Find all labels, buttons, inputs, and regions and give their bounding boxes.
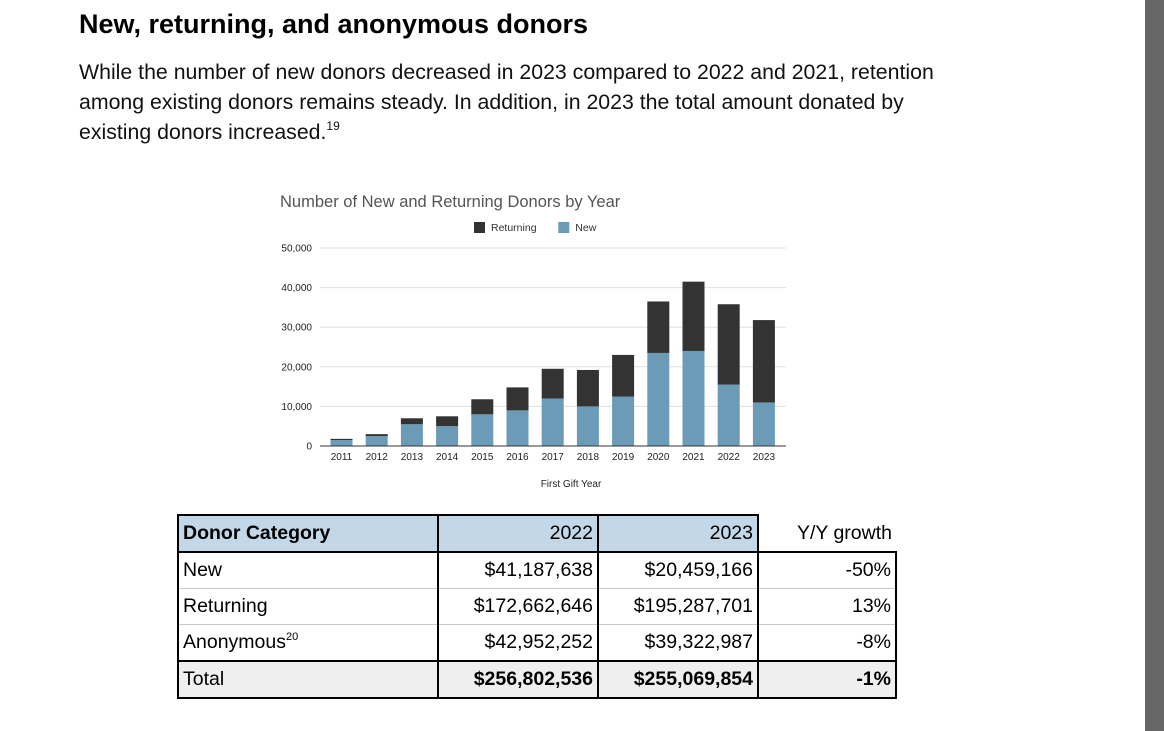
legend-swatch-1: [558, 222, 570, 233]
footnote-marker[interactable]: 20: [285, 631, 299, 643]
bar-new-2018: [576, 406, 599, 446]
bar-returning-2014: [436, 416, 459, 427]
x-tick-label: 2020: [647, 452, 670, 463]
bar-returning-2022: [717, 304, 740, 385]
bar-new-2017: [541, 398, 564, 446]
legend-swatch-0: [474, 222, 485, 233]
total-label: Total: [177, 660, 439, 699]
x-tick-label: 2013: [401, 452, 424, 463]
x-tick-label: 2023: [753, 452, 776, 463]
header-2022: 2022: [437, 514, 599, 553]
x-axis-title: First Gift Year: [541, 479, 602, 490]
row-growth: 13%: [758, 588, 897, 625]
legend-label-1: New: [575, 222, 596, 234]
row-category: Anonymous: [183, 631, 286, 653]
y-tick-label: 30,000: [281, 323, 312, 334]
table-header-row: Donor Category 2022 2023 Y/Y growth: [177, 514, 896, 553]
footnote-marker[interactable]: 19: [326, 119, 340, 133]
bar-new-2011: [330, 440, 353, 446]
total-growth: -1%: [758, 660, 897, 699]
row-growth: -8%: [758, 624, 897, 662]
x-tick-label: 2017: [542, 452, 565, 463]
chart-title: Number of New and Returning Donors by Ye…: [280, 193, 621, 211]
table-total-row: Total $256,802,536 $255,069,854 -1%: [177, 660, 897, 699]
header-2023: 2023: [597, 514, 759, 553]
bar-new-2016: [506, 410, 529, 446]
donor-amounts-table: Donor Category 2022 2023 Y/Y growth New …: [177, 514, 897, 699]
row-2022-amount: $42,952,252: [437, 624, 599, 662]
header-donor-category: Donor Category: [177, 514, 439, 553]
bar-returning-2013: [400, 418, 423, 425]
row-2023-amount: $39,322,987: [597, 624, 759, 662]
header-yy-growth: Y/Y growth: [758, 515, 896, 553]
row-2023-amount: $195,287,701: [597, 588, 759, 625]
x-tick-label: 2021: [682, 452, 705, 463]
bar-new-2014: [436, 426, 459, 446]
table-row: Anonymous20 $42,952,252 $39,322,987 -8%: [177, 624, 897, 662]
x-tick-label: 2016: [506, 452, 529, 463]
donors-by-year-chart: Number of New and Returning Donors by Ye…: [280, 193, 786, 490]
total-2022-amount: $256,802,536: [437, 660, 599, 699]
row-category: New: [177, 551, 439, 589]
row-2022-amount: $172,662,646: [437, 588, 599, 625]
bar-new-2015: [471, 414, 494, 446]
bar-returning-2018: [576, 369, 599, 407]
bar-returning-2019: [612, 354, 635, 397]
y-tick-label: 10,000: [281, 402, 312, 413]
bar-returning-2012: [365, 434, 388, 437]
row-2023-amount: $20,459,166: [597, 551, 759, 589]
x-tick-label: 2014: [436, 452, 459, 463]
bar-returning-2016: [506, 387, 529, 411]
bar-new-2012: [365, 436, 388, 446]
bar-new-2021: [682, 350, 705, 446]
legend-label-0: Returning: [491, 222, 537, 234]
bar-returning-2020: [647, 301, 670, 353]
row-growth: -50%: [758, 551, 897, 589]
table-row: New $41,187,638 $20,459,166 -50%: [177, 551, 897, 589]
x-tick-label: 2015: [471, 452, 494, 463]
bar-returning-2023: [752, 320, 775, 403]
intro-text: While the number of new donors decreased…: [79, 60, 934, 144]
x-tick-label: 2022: [718, 452, 741, 463]
bar-returning-2017: [541, 368, 564, 399]
bar-returning-2011: [330, 438, 353, 441]
y-tick-label: 20,000: [281, 362, 312, 373]
row-category: Returning: [177, 588, 439, 625]
total-2023-amount: $255,069,854: [597, 660, 759, 699]
row-category-cell: Anonymous20: [177, 624, 439, 662]
table-row: Returning $172,662,646 $195,287,701 13%: [177, 588, 897, 625]
x-tick-label: 2012: [366, 452, 389, 463]
row-2022-amount: $41,187,638: [437, 551, 599, 589]
bar-returning-2021: [682, 281, 705, 351]
bar-new-2023: [752, 402, 775, 446]
bar-new-2013: [400, 424, 423, 446]
y-tick-label: 50,000: [281, 244, 312, 255]
x-tick-label: 2018: [577, 452, 600, 463]
x-tick-label: 2011: [331, 452, 353, 463]
bar-new-2020: [647, 352, 670, 446]
bar-new-2022: [717, 384, 740, 446]
section-title: New, returning, and anonymous donors: [79, 9, 589, 39]
x-tick-label: 2019: [612, 452, 635, 463]
y-tick-label: 40,000: [281, 283, 312, 294]
bar-returning-2015: [471, 399, 494, 415]
y-tick-label: 0: [306, 442, 312, 453]
bar-new-2019: [612, 396, 635, 446]
intro-paragraph: While the number of new donors decreased…: [79, 57, 979, 147]
vertical-scrollbar[interactable]: [1145, 0, 1164, 731]
